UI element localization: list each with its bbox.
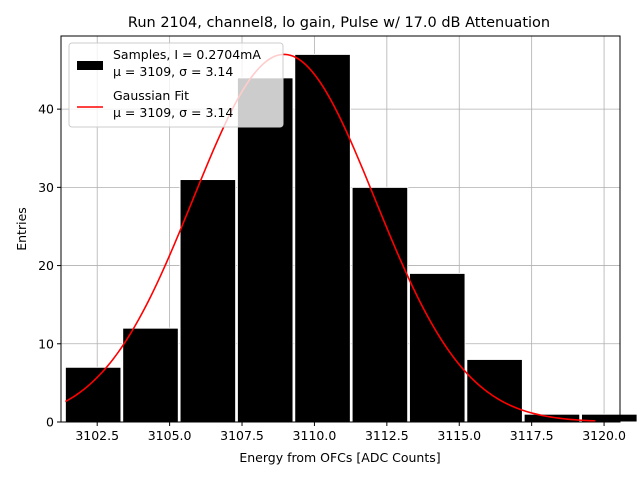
- x-tick-label: 3120.0: [582, 428, 626, 443]
- legend-swatch-samples: [77, 61, 103, 70]
- histogram-bar: [236, 77, 294, 423]
- legend-label-samples-stats: μ = 3109, σ = 3.14: [113, 64, 233, 79]
- x-tick-label: 3117.5: [510, 428, 554, 443]
- plot-frame: [60, 35, 621, 423]
- y-axis-ticks: 0 10 20 30 40: [38, 102, 61, 430]
- gaussian-fit-layer: [64, 53, 596, 422]
- x-tick-label: 3110.0: [293, 428, 337, 443]
- x-tick-label: 3105.0: [148, 428, 192, 443]
- x-tick-label: 3115.0: [437, 428, 481, 443]
- legend-box: [68, 42, 284, 128]
- histogram-bar: [122, 327, 179, 423]
- histogram-bar: [294, 53, 351, 423]
- legend-label-fit-stats: μ = 3109, σ = 3.14: [113, 105, 233, 120]
- x-axis-label: Energy from OFCs [ADC Counts]: [239, 450, 440, 465]
- x-tick-label: 3107.5: [220, 428, 264, 443]
- y-tick-label: 30: [38, 180, 54, 195]
- histogram-bar: [351, 186, 409, 423]
- chart-title: Run 2104, channel8, lo gain, Pulse w/ 17…: [128, 15, 550, 31]
- x-tick-label: 3102.5: [75, 428, 119, 443]
- legend: Samples, I = 0.2704mA μ = 3109, σ = 3.14…: [68, 42, 284, 128]
- x-tick-label: 3112.5: [365, 428, 409, 443]
- x-axis-ticks: 3102.5 3105.0 3107.5 3110.0 3112.5 3115.0 3117…: [75, 422, 626, 443]
- y-tick-label: 20: [38, 258, 54, 273]
- y-tick-label: 10: [38, 336, 54, 351]
- histogram-bar: [523, 413, 581, 423]
- legend-label-samples: Samples, I = 0.2704mA: [113, 47, 261, 62]
- histogram-bar: [466, 358, 523, 423]
- histogram-bar: [179, 179, 237, 423]
- legend-label-fit: Gaussian Fit: [113, 88, 189, 103]
- gaussian-fit-curve: [64, 53, 596, 422]
- y-tick-label: 0: [46, 415, 54, 430]
- histogram-bars: [64, 53, 638, 423]
- y-axis-label: Entries: [14, 207, 29, 251]
- histogram-bar: [64, 366, 122, 423]
- y-tick-label: 40: [38, 102, 54, 117]
